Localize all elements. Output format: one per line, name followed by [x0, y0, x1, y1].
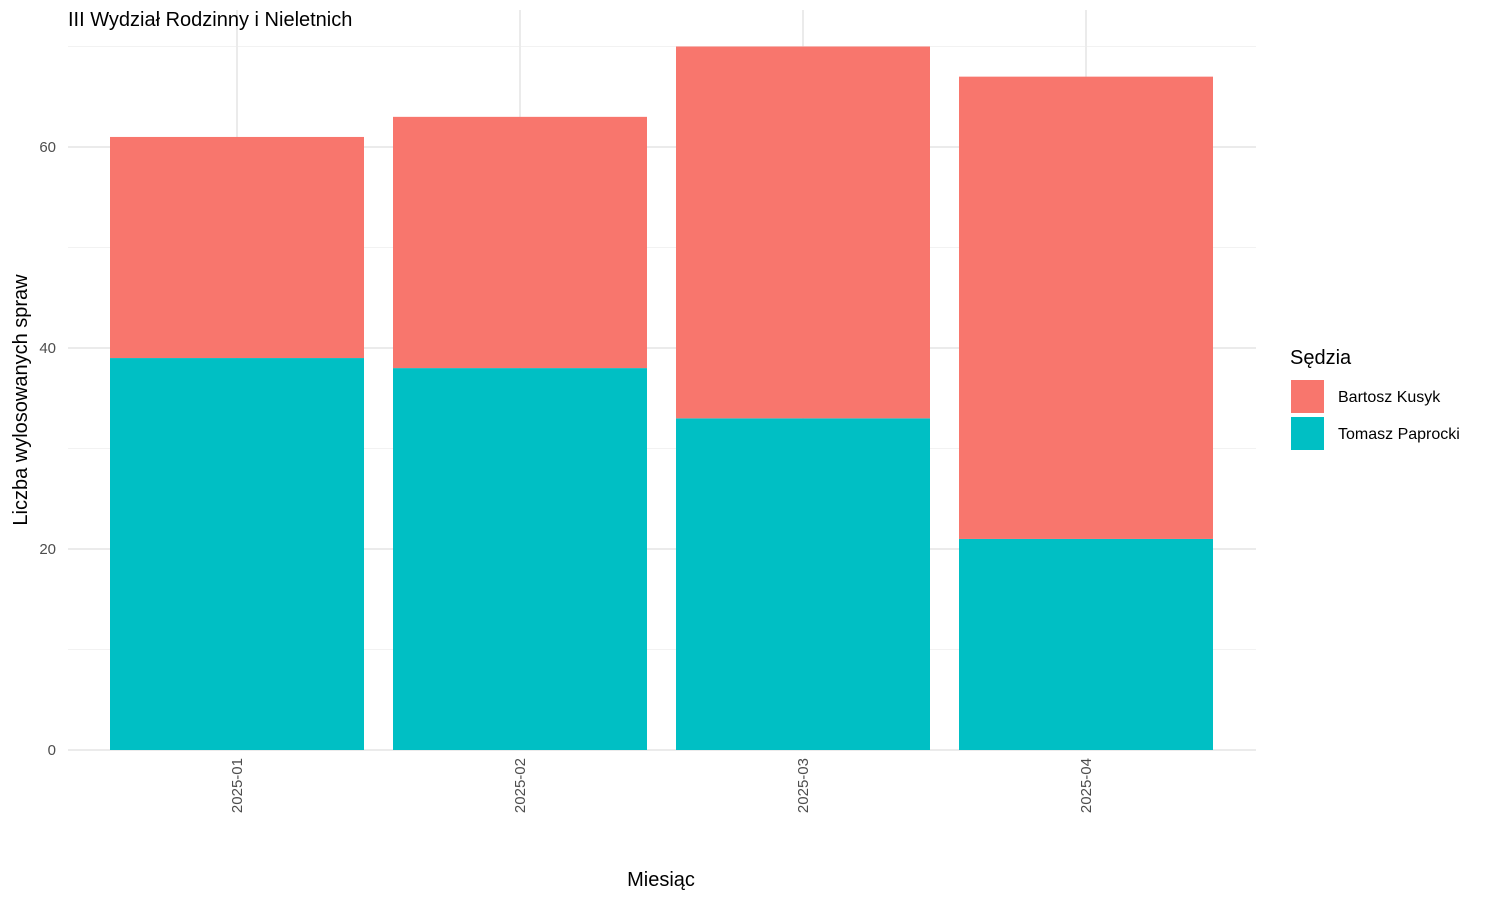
- bar-segment: [393, 116, 647, 369]
- legend-label: Tomasz Paprocki: [1338, 426, 1460, 443]
- bar-segment: [959, 76, 1213, 539]
- chart-title: III Wydział Rodzinny i Nieletnich: [68, 9, 352, 31]
- y-tick-label: 60: [39, 139, 56, 156]
- bar-segment: [676, 46, 930, 419]
- bar-segment: [110, 358, 364, 750]
- y-tick-label: 40: [39, 340, 56, 357]
- bar-segment: [393, 368, 647, 750]
- legend: Sędzia Bartosz Kusyk Tomasz Paprocki: [1290, 347, 1460, 450]
- x-tick-label: 2025-04: [1078, 758, 1095, 813]
- x-tick-label: 2025-02: [512, 758, 529, 813]
- legend-label: Bartosz Kusyk: [1338, 389, 1441, 406]
- y-tick-label: 0: [48, 742, 56, 759]
- bar-segment: [959, 538, 1213, 750]
- bars-layer: [110, 46, 1213, 750]
- ticks-layer: 0 20 40 60 2025-01 2025-02 2025-03 2025-04: [39, 139, 1095, 813]
- bar-segment: [110, 136, 364, 359]
- y-axis-title: Liczba wylosowanych spraw: [10, 274, 32, 526]
- x-axis-title: Miesiąc: [627, 869, 695, 891]
- x-tick-label: 2025-03: [795, 758, 812, 813]
- y-tick-label: 20: [39, 541, 56, 558]
- legend-title: Sędzia: [1290, 347, 1352, 369]
- legend-swatch: [1291, 380, 1324, 413]
- x-tick-label: 2025-01: [229, 758, 246, 813]
- legend-swatch: [1291, 417, 1324, 450]
- bar-segment: [676, 418, 930, 750]
